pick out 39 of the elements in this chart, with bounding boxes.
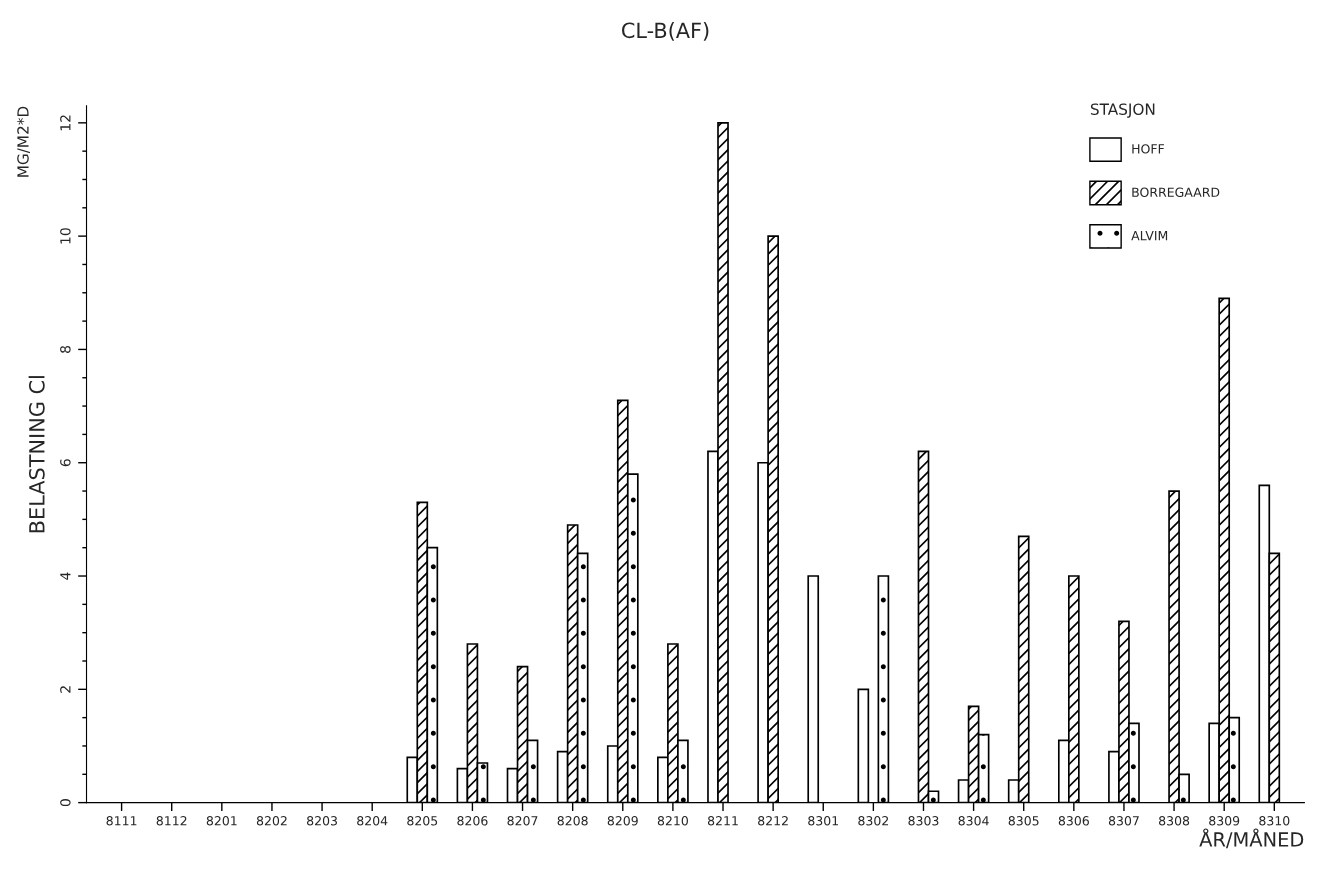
- x-tick-label: 8310: [1259, 816, 1290, 826]
- text: MG/M2*D: [17, 106, 30, 177]
- x-tick-label: 8211: [707, 816, 738, 826]
- x-tick-label: 8309: [1209, 816, 1240, 826]
- legend-label: HOFF: [1132, 144, 1165, 154]
- x-tick-label: 8210: [657, 816, 688, 826]
- y-tick-label: 0: [60, 799, 71, 807]
- x-tick-label: 8209: [607, 816, 638, 826]
- x-tick-label: 8302: [858, 816, 889, 826]
- x-tick-label: 8307: [1108, 816, 1139, 826]
- legend-label: ALVIM: [1131, 231, 1168, 241]
- x-tick-label: 8304: [958, 816, 989, 826]
- x-tick-label: 8212: [758, 816, 788, 826]
- x-tick-label: 8208: [557, 816, 588, 826]
- x-tick-label: 8206: [457, 816, 488, 826]
- y-tick-label: 8: [60, 345, 71, 353]
- y-tick-label: 12: [60, 115, 71, 131]
- x-tick-label: 8203: [307, 816, 337, 826]
- y-tick-label: 2: [60, 686, 71, 693]
- x-tick-label: 8207: [507, 816, 538, 826]
- x-tick-label: 8202: [256, 816, 287, 826]
- y-tick-label: 4: [60, 572, 71, 580]
- x-tick-label: 8204: [357, 816, 388, 826]
- x-tick-label: 8305: [1008, 816, 1039, 826]
- legend-title: STASJON: [1090, 103, 1155, 118]
- x-tick-label: 8112: [156, 816, 187, 826]
- x-tick-label: 8301: [808, 816, 838, 826]
- y-axis-title: BELASTNING Cl: [28, 376, 45, 533]
- y-tick-label: 10: [60, 228, 71, 244]
- x-tick-label: 8306: [1058, 816, 1089, 826]
- x-tick-label: 8308: [1159, 816, 1190, 826]
- legend-label: BORREGAARD: [1132, 187, 1220, 197]
- x-tick-label: 8303: [908, 816, 939, 826]
- chart-title: CL-B(AF): [622, 22, 709, 41]
- x-tick-label: 8201: [206, 816, 237, 826]
- y-tick-label: 6: [60, 459, 71, 467]
- x-tick-label: 8205: [407, 816, 438, 826]
- x-tick-label: 8111: [106, 816, 137, 826]
- x-axis-title: ÅR/MÅNED: [1199, 828, 1304, 849]
